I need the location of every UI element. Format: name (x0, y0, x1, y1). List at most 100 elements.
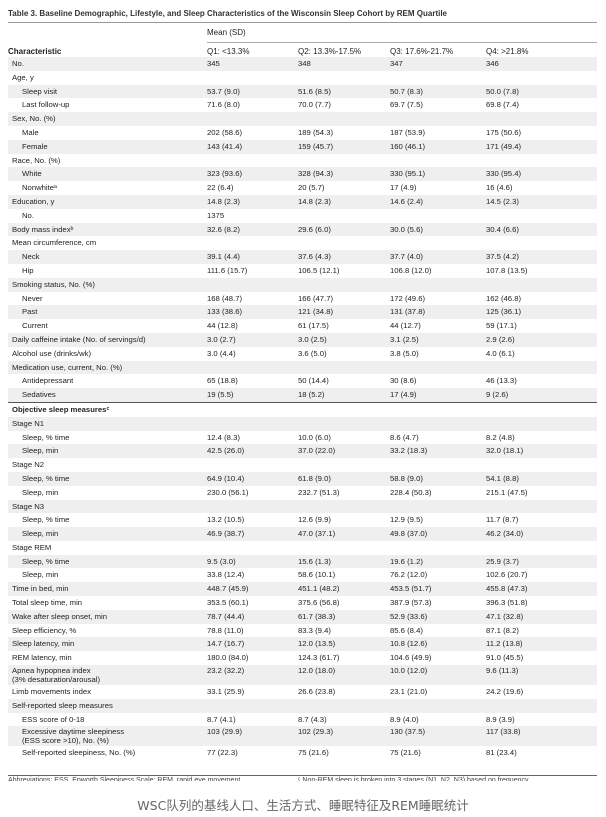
value-cell-q2: 15.6 (1.3) (298, 556, 331, 566)
value-cell-q3: 130 (37.5) (390, 727, 426, 737)
value-cell-q3: 10.0 (12.0) (390, 666, 428, 676)
value-cell-q4: 50.0 (7.8) (486, 86, 519, 96)
value-cell-q1: 133 (38.6) (207, 307, 243, 317)
value-cell-q4: 8.9 (3.9) (486, 714, 515, 724)
row-label: Current (22, 321, 48, 331)
table-row: Alcohol use (drinks/wk) 3.0 (4.4) 3.6 (5.0… (8, 347, 597, 361)
value-cell-q3: 14.6 (2.4) (390, 196, 423, 206)
value-cell-q4: 46 (13.3) (486, 376, 517, 386)
value-cell-q4: 11.7 (8.7) (486, 515, 519, 525)
value-cell-q3: 10.8 (12.6) (390, 639, 428, 649)
table-row: Male 202 (58.6) 189 (54.3) 187 (53.9) 175 (5… (8, 126, 597, 140)
table-row: Age, y (8, 71, 597, 85)
value-cell-q4: 9 (2.6) (486, 390, 509, 400)
value-cell-q2: 348 (298, 59, 311, 68)
value-cell-q2: 375.6 (56.8) (298, 598, 340, 608)
value-cell-q2: 12.6 (9.9) (298, 515, 331, 525)
value-cell-q4: 2.9 (2.6) (486, 334, 515, 344)
value-cell-q2: 37.0 (22.0) (298, 446, 336, 456)
table-row: Last follow-up 71.6 (8.0) 70.0 (7.7) 69.7 (… (8, 98, 597, 112)
value-cell-q3: 30.0 (5.6) (390, 224, 423, 234)
row-label: Antidepressant (22, 376, 74, 386)
value-cell-q1: 3.0 (4.4) (207, 348, 236, 358)
value-cell-q3: 347 (390, 59, 403, 68)
title-divider (8, 22, 597, 23)
table-row: Stage N1 (8, 416, 597, 431)
value-cell-q4: 346 (486, 59, 499, 68)
column-header-q1: Q1: <13.3% (207, 47, 250, 56)
table-row: Sleep, min 42.5 (26.0) 37.0 (22.0) 33.2 (18… (8, 444, 597, 459)
value-cell-q1: 1375 (207, 210, 225, 220)
value-cell-q2: 20 (5.7) (298, 183, 325, 193)
value-cell-q4: 91.0 (45.5) (486, 653, 524, 663)
row-label-line2: (3% desaturation/arousal) (12, 675, 101, 685)
row-label: Wake after sleep onset, min (12, 611, 107, 621)
value-cell-q3: 52.9 (33.6) (390, 611, 428, 621)
value-cell-q3: 12.9 (9.5) (390, 515, 423, 525)
row-label-line2: (ESS score >10), No. (%) (22, 736, 109, 746)
value-cell-q2: 61.8 (9.0) (298, 473, 331, 483)
value-cell-q2: 3.6 (5.0) (298, 348, 327, 358)
table-row: REM latency, min 180.0 (84.0) 124.3 (61.7)… (8, 651, 597, 665)
table-row: Objective sleep measuresᶜ (8, 401, 597, 417)
table-row: Sleep, % time 13.2 (10.5) 12.6 (9.9) 12.9 (… (8, 513, 597, 527)
table-row: Sex, No. (%) (8, 112, 597, 126)
value-cell-q2: 166 (47.7) (298, 293, 334, 303)
row-label: Stage REM (12, 542, 52, 552)
value-cell-q1: 202 (58.6) (207, 127, 243, 137)
row-label: Smoking status, No. (%) (12, 279, 95, 289)
row-label: Race, No. (%) (12, 155, 61, 165)
value-cell-q4: 8.2 (4.8) (486, 432, 515, 442)
value-cell-q4: 14.5 (2.3) (486, 196, 519, 206)
table-row: Female 143 (41.4) 159 (45.7) 160 (46.1) 171 … (8, 139, 597, 154)
value-cell-q4: 171 (49.4) (486, 141, 522, 151)
value-cell-q4: 69.8 (7.4) (486, 100, 519, 110)
value-cell-q1: 64.9 (10.4) (207, 473, 245, 483)
value-cell-q1: 111.6 (15.7) (207, 265, 248, 275)
value-cell-q1: 46.9 (38.7) (207, 529, 245, 539)
value-cell-q4: 396.3 (51.8) (486, 598, 528, 608)
table-row: Sleep efficiency, % 78.8 (11.0) 83.3 (9.4)… (8, 624, 597, 638)
image-caption: WSC队列的基线人口、生活方式、睡眠特征及REM睡眠统计 (137, 798, 469, 813)
column-header-q4: Q4: >21.8% (486, 47, 529, 56)
table-row: Wake after sleep onset, min 78.7 (44.4) 61… (8, 609, 597, 624)
value-cell-q3: 104.6 (49.9) (390, 653, 432, 663)
row-label: Sex, No. (%) (12, 114, 56, 124)
value-cell-q4: 107.8 (13.5) (486, 265, 528, 275)
column-header-q3: Q3: 17.6%-21.7% (390, 47, 454, 56)
value-cell-q4: 32.0 (18.1) (486, 446, 524, 456)
value-cell-q3: 131 (37.8) (390, 307, 426, 317)
row-label: REM latency, min (12, 653, 72, 663)
value-cell-q2: 18 (5.2) (298, 390, 325, 400)
value-cell-q2: 232.7 (51.3) (298, 487, 340, 497)
value-cell-q3: 44 (12.7) (390, 321, 421, 331)
value-cell-q4: 25.9 (3.7) (486, 556, 519, 566)
row-label: Excessive daytime sleepiness (ESS score >… (22, 727, 124, 745)
value-cell-q3: 3.1 (2.5) (390, 334, 419, 344)
value-cell-q3: 8.6 (4.7) (390, 432, 419, 442)
value-cell-q4: 54.1 (8.8) (486, 473, 519, 483)
mean-sd-header: Mean (SD) (207, 28, 246, 37)
row-label: Sleep latency, min (12, 639, 75, 649)
value-cell-q4: 215.1 (47.5) (486, 487, 528, 497)
table-row: Mean circumference, cm (8, 236, 597, 250)
row-label: Sleep, % time (22, 432, 70, 442)
table-row: Sleep, % time 64.9 (10.4) 61.8 (9.0) 58.8 (… (8, 471, 597, 486)
table-row: Limb movements index 33.1 (25.9) 26.6 (23.… (8, 685, 597, 699)
value-cell-q4: 162 (46.8) (486, 293, 522, 303)
value-cell-q1: 12.4 (8.3) (207, 432, 240, 442)
table-row: Race, No. (%) (8, 154, 597, 168)
table-row: Apnea hypopnea index (3% desaturation/aro… (8, 665, 597, 686)
value-cell-q1: 13.2 (10.5) (207, 515, 245, 525)
value-cell-q4: 102.6 (20.7) (486, 570, 528, 580)
row-label: Limb movements index (12, 687, 92, 697)
value-cell-q1: 78.8 (11.0) (207, 625, 244, 635)
group-header-divider (207, 42, 597, 43)
table-row: Sleep, min 46.9 (38.7) 47.0 (37.1) 49.8 (37… (8, 527, 597, 541)
value-cell-q2: 124.3 (61.7) (298, 653, 340, 663)
row-label: Self-reported sleep measures (12, 700, 113, 710)
value-cell-q4: 30.4 (6.6) (486, 224, 519, 234)
value-cell-q2: 61 (17.5) (298, 321, 329, 331)
table-row: Current 44 (12.8) 61 (17.5) 44 (12.7) 59 (17… (8, 319, 597, 333)
row-label: No. (22, 210, 34, 220)
